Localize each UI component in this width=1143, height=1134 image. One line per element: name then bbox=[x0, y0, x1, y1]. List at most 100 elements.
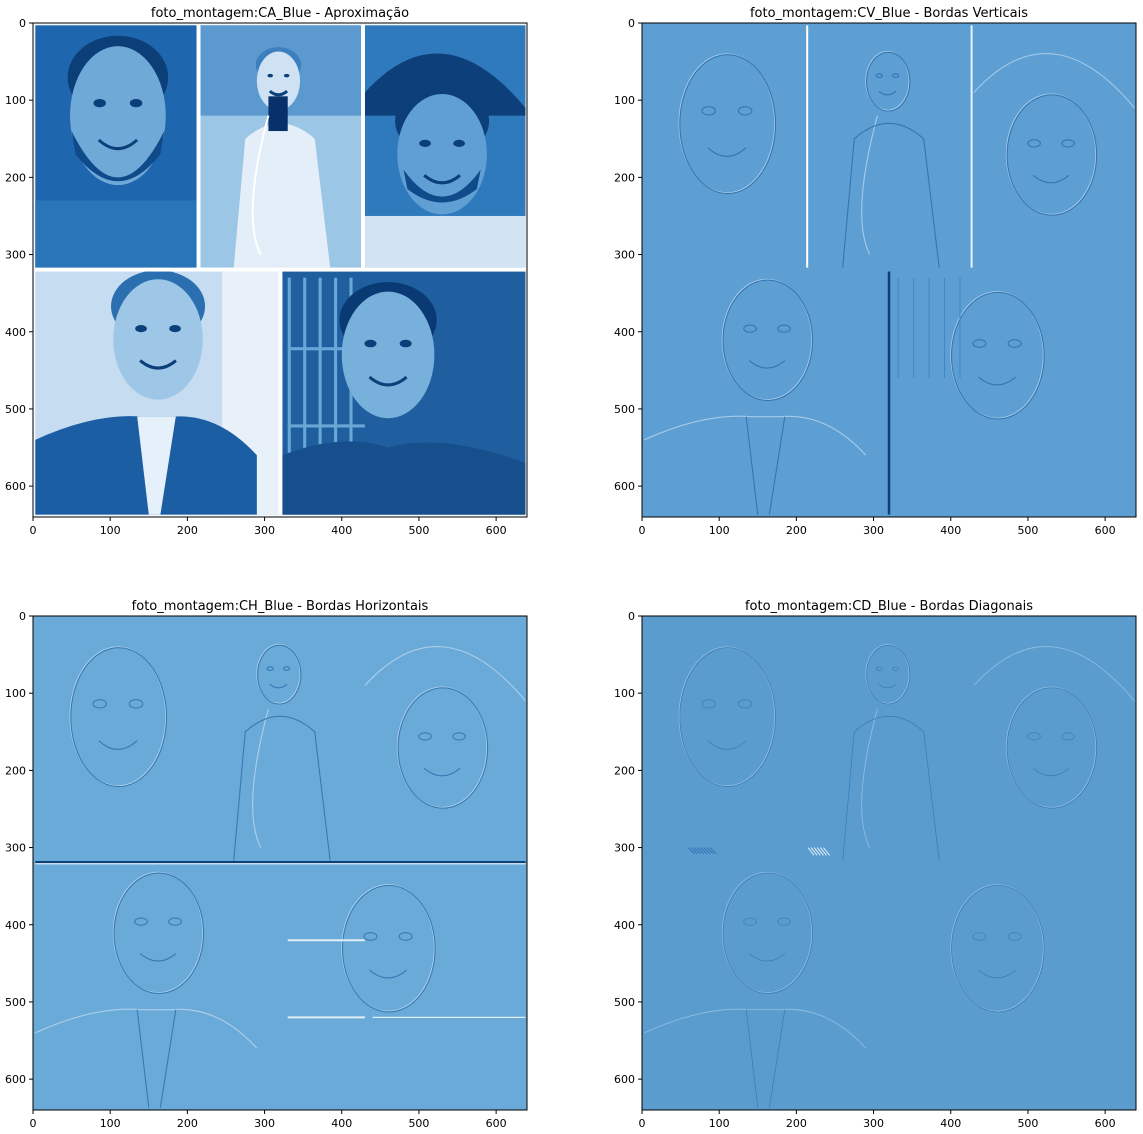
edge-contour bbox=[1007, 339, 1022, 348]
y-tick-label: 600 bbox=[614, 480, 635, 493]
edge-contour bbox=[842, 715, 940, 861]
x-tick-label: 100 bbox=[100, 524, 121, 537]
edge-contour bbox=[748, 953, 786, 962]
y-tick-label: 300 bbox=[614, 842, 635, 855]
x-tick-label: 100 bbox=[709, 524, 730, 537]
x-tick-label: 600 bbox=[486, 1117, 507, 1130]
window-grid bbox=[287, 424, 365, 428]
face-5 bbox=[339, 282, 437, 419]
edge-contour bbox=[861, 115, 878, 255]
edge-contour bbox=[978, 376, 1016, 386]
y-tick-label: 200 bbox=[614, 764, 635, 777]
edge-contour bbox=[423, 767, 461, 777]
edge-contour bbox=[679, 647, 776, 787]
edge-contour bbox=[341, 884, 436, 1013]
x-tick-label: 100 bbox=[100, 1117, 121, 1130]
edge-contour bbox=[1032, 767, 1070, 777]
mouth bbox=[97, 138, 139, 151]
y-tick-label: 400 bbox=[5, 919, 26, 932]
edge-contour bbox=[418, 732, 432, 741]
x-tick-label: 600 bbox=[1095, 1117, 1116, 1130]
edge-contour bbox=[678, 53, 776, 194]
edge-contour bbox=[364, 646, 526, 702]
edge-contour bbox=[707, 147, 747, 157]
mouth bbox=[423, 174, 461, 185]
x-tick-label: 400 bbox=[940, 524, 961, 537]
y-tick-label: 500 bbox=[614, 403, 635, 416]
edge-contour bbox=[875, 666, 883, 671]
y-tick-label: 600 bbox=[5, 480, 26, 493]
diagonal-texture bbox=[691, 847, 698, 855]
x-tick-label: 500 bbox=[1017, 1117, 1038, 1130]
edge-contour bbox=[722, 279, 814, 401]
diagonal-texture bbox=[703, 847, 711, 855]
y-tick-label: 200 bbox=[5, 764, 26, 777]
edge-contours bbox=[644, 644, 1135, 1108]
eye bbox=[135, 325, 147, 333]
edge-contour bbox=[701, 699, 716, 709]
diagonal-texture bbox=[697, 847, 705, 855]
edge-contour bbox=[168, 917, 182, 926]
edge-contour bbox=[972, 932, 987, 941]
face bbox=[397, 94, 487, 215]
separator bbox=[361, 25, 365, 268]
diagonal-texture bbox=[816, 847, 824, 856]
x-tick-label: 300 bbox=[254, 1117, 275, 1130]
edge-contour bbox=[134, 917, 148, 926]
diagonal-texture bbox=[807, 847, 815, 856]
x-tick-label: 500 bbox=[1017, 524, 1038, 537]
window-grid bbox=[334, 277, 338, 515]
face-4 bbox=[111, 270, 206, 400]
edge-contour bbox=[257, 644, 302, 705]
eye bbox=[267, 73, 274, 78]
x-tick-label: 400 bbox=[331, 524, 352, 537]
y-tick-label: 300 bbox=[614, 249, 635, 262]
eye bbox=[129, 98, 143, 108]
face-3 bbox=[395, 84, 490, 215]
edge-contour bbox=[233, 715, 331, 861]
x-tick-label: 600 bbox=[1095, 524, 1116, 537]
edge-contour bbox=[1006, 687, 1098, 809]
phone bbox=[268, 96, 288, 132]
y-tick-label: 0 bbox=[19, 610, 26, 623]
beard bbox=[403, 169, 481, 203]
mouth bbox=[139, 359, 177, 370]
edge-contours bbox=[35, 644, 526, 1108]
edge-contour bbox=[1061, 139, 1075, 148]
edge-contour bbox=[644, 415, 867, 456]
edge-contour bbox=[69, 646, 167, 787]
separator bbox=[196, 25, 201, 268]
image-area bbox=[33, 616, 527, 1110]
edge-contour bbox=[745, 416, 786, 515]
edge-contour bbox=[269, 683, 288, 689]
edge-contour bbox=[875, 73, 883, 78]
eye bbox=[453, 139, 465, 147]
edge-contour bbox=[1007, 932, 1022, 941]
x-tick-label: 300 bbox=[863, 1117, 884, 1130]
edge-contour bbox=[748, 360, 786, 369]
subplot-vertical-edges: foto_montagem:CV_Blue - Bordas Verticais… bbox=[614, 6, 1137, 537]
edge-contour bbox=[679, 54, 777, 195]
edge-contour bbox=[112, 871, 204, 994]
subplot-approximation: foto_montagem:CA_Blue - Aproximação 0 100 2… bbox=[5, 6, 528, 537]
y-tick-label: 100 bbox=[614, 94, 635, 107]
face bbox=[70, 46, 166, 186]
edge-contour bbox=[743, 917, 757, 926]
edge-contour bbox=[722, 872, 813, 994]
edge-contour bbox=[865, 644, 910, 704]
edge-contour bbox=[1027, 732, 1041, 741]
y-tick-label: 100 bbox=[5, 687, 26, 700]
image-area bbox=[642, 616, 1136, 1110]
diagonal-texture bbox=[694, 847, 702, 855]
edge-contour bbox=[256, 644, 301, 704]
face bbox=[341, 291, 435, 419]
y-tick-label: 100 bbox=[5, 94, 26, 107]
edge-contour bbox=[737, 106, 753, 116]
x-tick-label: 300 bbox=[863, 524, 884, 537]
eye bbox=[399, 339, 412, 348]
edge-contour bbox=[842, 122, 940, 268]
edge-contour bbox=[892, 666, 900, 671]
edge-contour bbox=[866, 644, 911, 705]
image-area bbox=[33, 23, 527, 517]
